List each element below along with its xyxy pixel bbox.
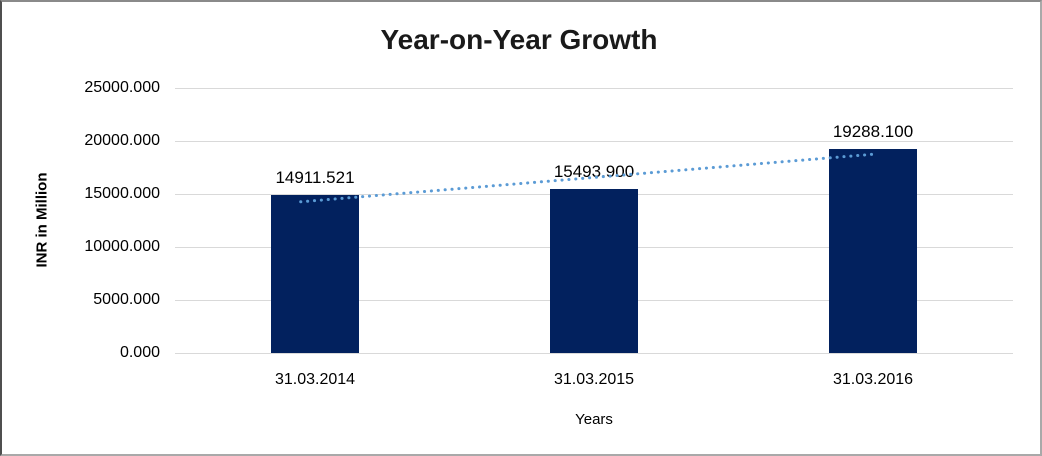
chart-title: Year-on-Year Growth bbox=[380, 24, 658, 55]
x-tick-label: 31.03.2015 bbox=[553, 371, 635, 388]
gridline bbox=[175, 88, 1013, 89]
bar-31.03.2016 bbox=[829, 149, 917, 353]
y-tick-label: 5000.000 bbox=[93, 291, 160, 308]
bar-value-label: 14911.521 bbox=[275, 168, 355, 187]
y-tick-label: 25000.000 bbox=[84, 79, 160, 96]
gridline bbox=[175, 353, 1013, 354]
x-axis-title: Years bbox=[575, 411, 613, 428]
bar-value-label: 19288.100 bbox=[832, 122, 914, 141]
y-tick-label: 0.000 bbox=[119, 344, 160, 361]
y-tick-label: 15000.000 bbox=[84, 185, 160, 202]
bar-value-label: 15493.900 bbox=[553, 162, 635, 181]
y-tick-label: 10000.000 bbox=[84, 238, 160, 255]
x-tick-label: 31.03.2016 bbox=[832, 371, 914, 388]
bar-31.03.2014 bbox=[271, 195, 359, 353]
x-tick-label: 31.03.2014 bbox=[274, 371, 356, 388]
y-tick-label: 20000.000 bbox=[84, 132, 160, 149]
gridline bbox=[175, 141, 1013, 142]
bar-31.03.2015 bbox=[550, 189, 638, 353]
